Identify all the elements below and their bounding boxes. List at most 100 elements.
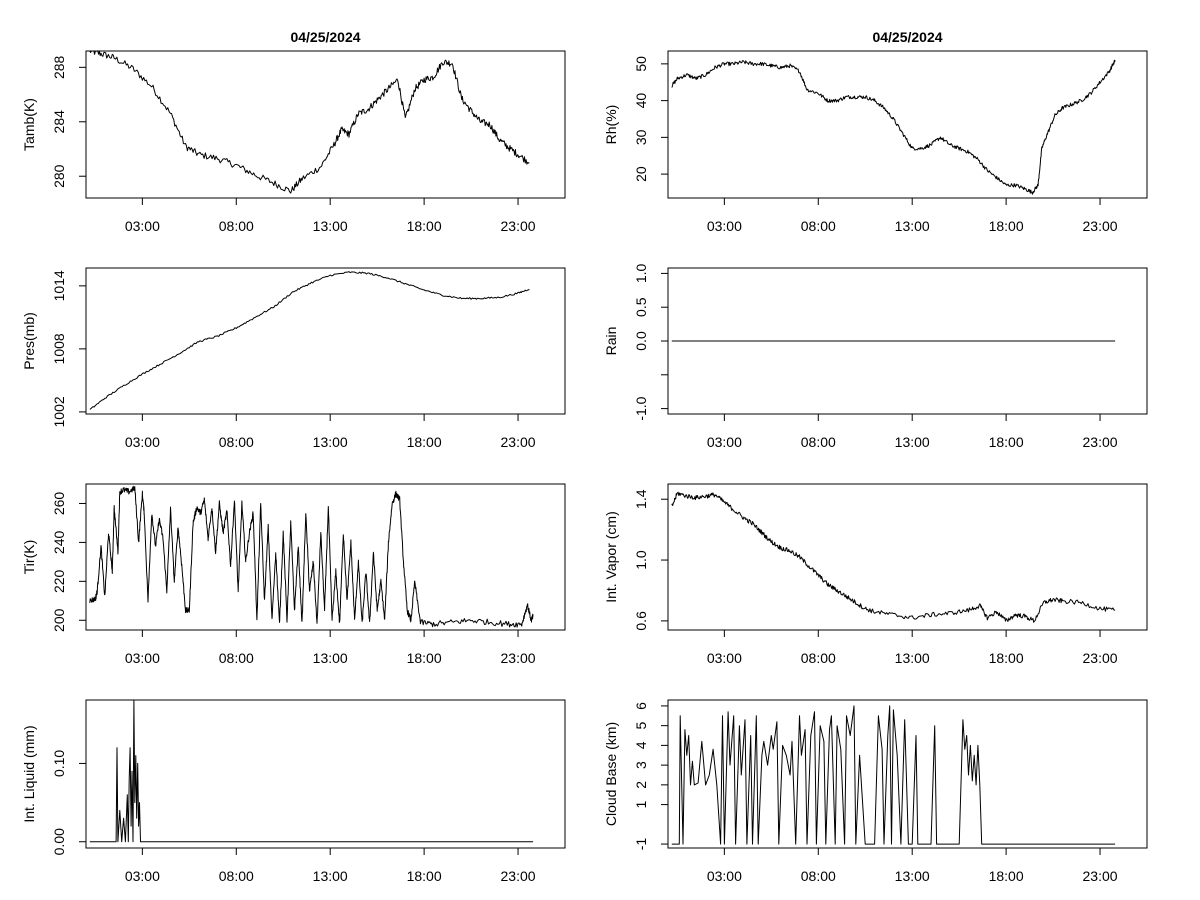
liquid-series-line [89, 700, 534, 843]
liquid-x-tick-label: 18:00 [407, 868, 442, 884]
tir-y-tick-label: 240 [51, 531, 67, 555]
vapor-y-tick-label: 1.0 [633, 550, 649, 570]
tir-y-axis-label: Tir(K) [21, 540, 37, 574]
rain-panel: 03:00 08:00 13:00 18:00 23:00 -1.0 0.0 0.5 1.0 Ra… [603, 263, 1148, 450]
liquid-plot-frame [85, 699, 566, 849]
cloud-series-line [671, 705, 1116, 845]
cloud-x-tick-label: 23:00 [1083, 868, 1118, 884]
vapor-panel: 03:00 08:00 13:00 18:00 23:00 0.6 1.0 1.4 Int. V… [603, 483, 1148, 666]
pres-x-tick-label: 23:00 [501, 434, 536, 450]
cloud-y-axis-label: Cloud Base (km) [603, 722, 619, 826]
liquid-y-tick-label: 0.10 [51, 750, 67, 777]
rh-y-tick-label: 50 [633, 56, 649, 72]
cloud-plot-frame [667, 699, 1148, 849]
pres-x-tick-label: 13:00 [313, 434, 348, 450]
cloud-y-tick-label: 5 [633, 722, 649, 730]
vapor-x-tick-label: 23:00 [1083, 650, 1118, 666]
rain-x-tick-label: 18:00 [989, 434, 1024, 450]
tir-panel: 03:00 08:00 13:00 18:00 23:00 200 220 240 260 Tir… [21, 483, 566, 666]
rh-y-tick-label: 30 [633, 129, 649, 145]
liquid-x-tick-label: 13:00 [313, 868, 348, 884]
rain-x-tick-label: 23:00 [1083, 434, 1118, 450]
tamb-x-tick-label: 08:00 [219, 218, 254, 234]
tir-x-tick-label: 08:00 [219, 650, 254, 666]
vapor-series-line [671, 491, 1116, 623]
vapor-x-tick-label: 03:00 [707, 650, 742, 666]
tamb-series-line [89, 50, 530, 194]
tir-x-tick-label: 23:00 [501, 650, 536, 666]
pres-plot-frame [85, 267, 566, 415]
rh-y-tick-label: 40 [633, 93, 649, 109]
liquid-x-tick-label: 23:00 [501, 868, 536, 884]
pres-y-tick-label: 1008 [51, 333, 67, 364]
vapor-x-tick-label: 08:00 [801, 650, 836, 666]
vapor-y-axis-label: Int. Vapor (cm) [603, 511, 619, 603]
tamb-x-tick-label: 13:00 [313, 218, 348, 234]
liquid-y-axis-label: Int. Liquid (mm) [21, 725, 37, 822]
right-column-date-title: 04/25/2024 [872, 29, 942, 45]
tir-y-tick-label: 260 [51, 492, 67, 516]
cloud-x-tick-label: 13:00 [895, 868, 930, 884]
rh-x-tick-label: 13:00 [895, 218, 930, 234]
vapor-x-tick-label: 13:00 [895, 650, 930, 666]
pres-y-axis-label: Pres(mb) [21, 312, 37, 370]
pres-x-tick-label: 18:00 [407, 434, 442, 450]
rh-plot-frame [667, 50, 1148, 199]
cloud-y-tick-label: 3 [633, 761, 649, 769]
pres-y-tick-label: 1014 [51, 270, 67, 301]
rh-series-line [671, 59, 1116, 195]
cloud-x-tick-label: 08:00 [801, 868, 836, 884]
tamb-x-tick-label: 23:00 [501, 218, 536, 234]
tir-x-tick-label: 13:00 [313, 650, 348, 666]
cloud-x-tick-label: 18:00 [989, 868, 1024, 884]
rh-y-tick-label: 20 [633, 166, 649, 182]
tamb-y-axis-label: Tamb(K) [21, 98, 37, 151]
cloud-y-tick-label: 1 [633, 800, 649, 808]
rain-x-tick-label: 13:00 [895, 434, 930, 450]
rh-x-tick-label: 03:00 [707, 218, 742, 234]
tir-plot-frame [85, 483, 566, 631]
cloud-y-tick-label: 4 [633, 741, 649, 749]
vapor-x-tick-label: 18:00 [989, 650, 1024, 666]
liquid-y-tick-label: 0.00 [51, 828, 67, 855]
tamb-plot-frame [85, 50, 566, 199]
rh-y-axis-label: Rh(%) [603, 105, 619, 145]
rain-y-tick-label: 0.0 [633, 331, 649, 351]
tir-x-tick-label: 18:00 [407, 650, 442, 666]
cloud-y-tick-label: 2 [633, 781, 649, 789]
tamb-panel: 03:00 08:00 13:00 18:00 23:00 280 284 288 Tamb(K… [21, 50, 566, 234]
tamb-x-tick-label: 03:00 [125, 218, 160, 234]
tir-x-tick-label: 03:00 [125, 650, 160, 666]
pres-x-tick-label: 03:00 [125, 434, 160, 450]
cloud-panel: 03:00 08:00 13:00 18:00 23:00 -1 1 2 3 4 5 6 Cloud B… [603, 699, 1148, 884]
rh-x-tick-label: 08:00 [801, 218, 836, 234]
liquid-panel: 03:00 08:00 13:00 18:00 23:00 0.00 0.10 Int. Li… [21, 699, 566, 884]
pres-y-tick-label: 1002 [51, 396, 67, 427]
pres-x-tick-label: 08:00 [219, 434, 254, 450]
tir-y-tick-label: 200 [51, 608, 67, 632]
cloud-y-tick-label: -1 [633, 838, 649, 851]
vapor-y-tick-label: 1.4 [633, 489, 649, 509]
rain-x-tick-label: 03:00 [707, 434, 742, 450]
liquid-x-tick-label: 08:00 [219, 868, 254, 884]
cloud-x-tick-label: 03:00 [707, 868, 742, 884]
pres-series-line [89, 271, 530, 410]
pres-panel: 03:00 08:00 13:00 18:00 23:00 1002 1008 1014 Pre… [21, 267, 566, 450]
vapor-y-tick-label: 0.6 [633, 611, 649, 631]
rh-x-tick-label: 23:00 [1083, 218, 1118, 234]
cloud-y-tick-label: 6 [633, 702, 649, 710]
rain-y-tick-label: 0.5 [633, 297, 649, 317]
liquid-x-tick-label: 03:00 [125, 868, 160, 884]
rh-panel: 03:00 08:00 13:00 18:00 23:00 20 30 40 50 Rh(%) [603, 50, 1148, 234]
rain-y-tick-label: -1.0 [633, 396, 649, 420]
tamb-y-tick-label: 280 [51, 164, 67, 188]
vapor-plot-frame [667, 483, 1148, 631]
rain-y-axis-label: Rain [603, 327, 619, 356]
rain-x-tick-label: 08:00 [801, 434, 836, 450]
rh-x-tick-label: 18:00 [989, 218, 1024, 234]
tir-y-tick-label: 220 [51, 569, 67, 593]
tamb-x-tick-label: 18:00 [407, 218, 442, 234]
left-column-date-title: 04/25/2024 [290, 29, 360, 45]
rain-y-tick-label: 1.0 [633, 263, 649, 283]
